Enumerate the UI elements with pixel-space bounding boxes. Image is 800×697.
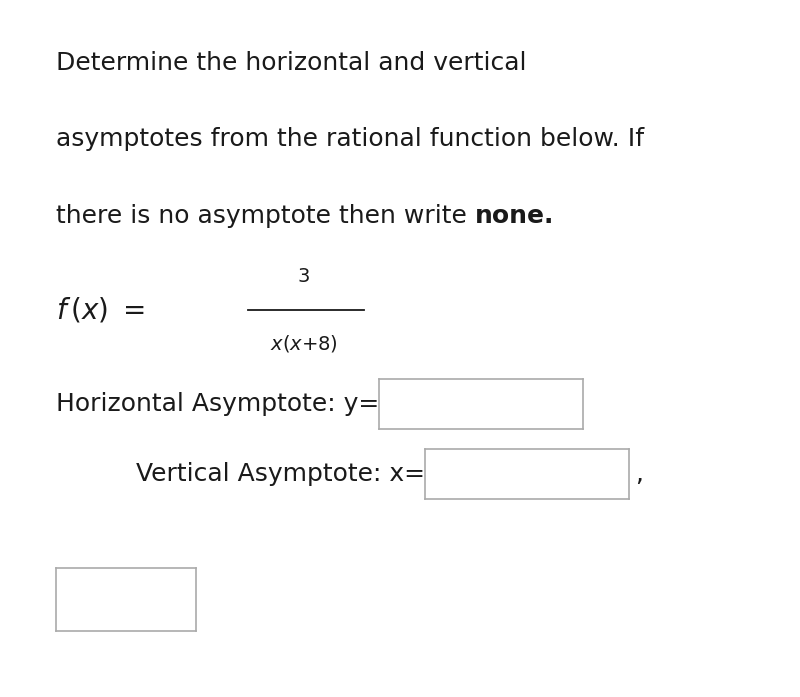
Text: $x(x{+}8)$: $x(x{+}8)$	[270, 333, 338, 354]
Text: 3: 3	[298, 267, 310, 286]
Text: ,: ,	[635, 462, 643, 486]
Text: Horizontal Asymptote: y=: Horizontal Asymptote: y=	[56, 392, 379, 416]
Text: asymptotes from the rational function below. If: asymptotes from the rational function be…	[56, 128, 644, 151]
Text: there is no asymptote then write: there is no asymptote then write	[56, 204, 475, 228]
Text: Vertical Asymptote: x=: Vertical Asymptote: x=	[136, 462, 425, 486]
Text: Determine the horizontal and vertical: Determine the horizontal and vertical	[56, 51, 526, 75]
Text: none.: none.	[475, 204, 554, 228]
Text: $f\,(x)\ =$: $f\,(x)\ =$	[56, 296, 145, 325]
